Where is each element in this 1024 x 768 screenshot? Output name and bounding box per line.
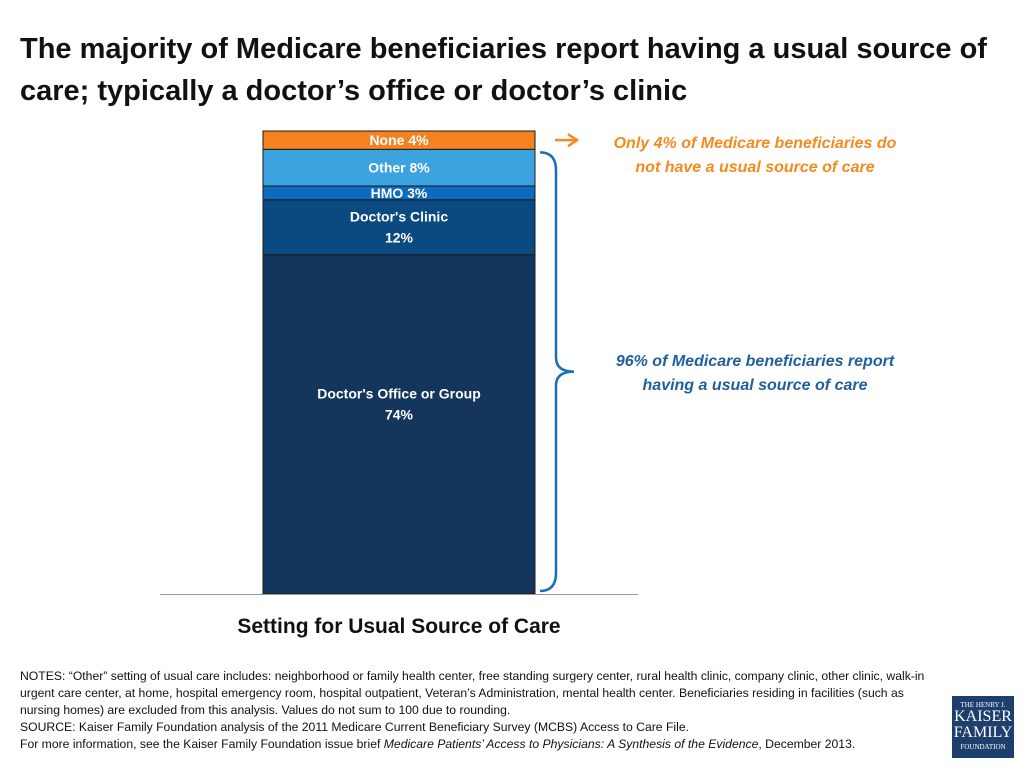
segment-label: HMO 3% <box>371 185 428 201</box>
annotation-none: Only 4% of Medicare beneficiaries do not… <box>613 135 897 176</box>
segment-label: Other 8% <box>368 160 430 176</box>
kff-logo: THE HENRY J. KAISER FAMILY FOUNDATION <box>952 696 1014 758</box>
segment-value: 74% <box>385 406 414 422</box>
segment-label: None 4% <box>369 132 429 148</box>
brief-title: Medicare Patients’ Access to Physicians:… <box>383 737 759 751</box>
segment-label: Doctor's Office or Group <box>317 385 481 401</box>
brace-icon <box>539 151 575 593</box>
more-info: For more information, see the Kaiser Fam… <box>20 737 856 751</box>
x-axis-label: Setting for Usual Source of Care <box>237 615 561 638</box>
source-text: SOURCE: Kaiser Family Foundation analysi… <box>20 720 689 734</box>
bar-segment-0 <box>262 254 536 595</box>
segment-value: 12% <box>385 229 414 245</box>
segment-label: Doctor's Clinic <box>350 208 448 224</box>
notes: NOTES: “Other” setting of usual care inc… <box>20 668 940 753</box>
annotation-usual: 96% of Medicare beneficiaries report hav… <box>615 353 895 394</box>
page-title: The majority of Medicare beneficiaries r… <box>20 33 987 107</box>
arrowhead-icon <box>567 133 580 148</box>
notes-text: NOTES: “Other” setting of usual care inc… <box>20 669 925 717</box>
bar-segment-3 <box>262 148 536 187</box>
bar-segment-4 <box>262 130 536 150</box>
